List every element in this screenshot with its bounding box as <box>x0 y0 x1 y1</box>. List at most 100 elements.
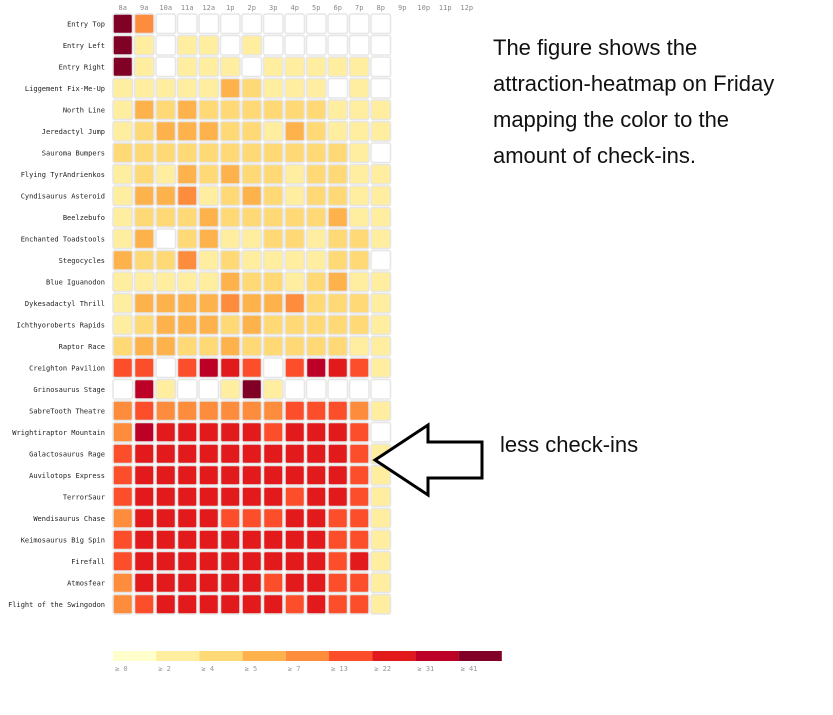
heatmap-cell <box>155 249 177 271</box>
heatmap-cell <box>327 378 349 400</box>
heatmap-cell <box>112 292 134 314</box>
heatmap-cell <box>133 529 155 551</box>
heatmap-cell <box>176 206 198 228</box>
heatmap-cell <box>219 120 241 142</box>
heatmap-cell <box>262 507 284 529</box>
heatmap-cell <box>284 99 306 121</box>
row-label: Creighton Pavilion <box>29 364 105 372</box>
heatmap-cell <box>348 421 370 443</box>
heatmap-cell <box>370 314 392 336</box>
heatmap-cell <box>370 593 392 615</box>
heatmap-cell <box>155 357 177 379</box>
heatmap-cell <box>348 464 370 486</box>
heatmap-cell <box>241 421 263 443</box>
heatmap-cell <box>327 550 349 572</box>
heatmap-cell <box>327 314 349 336</box>
heatmap-cell <box>133 99 155 121</box>
heatmap-cell <box>219 421 241 443</box>
row-label: Sauroma Bumpers <box>42 149 105 157</box>
heatmap-cell <box>133 271 155 293</box>
heatmap-cell <box>262 271 284 293</box>
heatmap-cell <box>219 292 241 314</box>
heatmap-cell <box>219 593 241 615</box>
heatmap-cell <box>284 335 306 357</box>
row-label: Raptor Race <box>59 343 105 351</box>
heatmap-cell <box>284 206 306 228</box>
heatmap-cell <box>327 77 349 99</box>
heatmap-cell <box>348 357 370 379</box>
heatmap-cell <box>305 206 327 228</box>
row-label: North Line <box>63 106 105 114</box>
heatmap-cells <box>112 13 392 615</box>
heatmap-cell <box>133 378 155 400</box>
arrow-label: less check-ins <box>500 432 639 457</box>
heatmap-cell <box>262 421 284 443</box>
heatmap-cell <box>155 34 177 56</box>
heatmap-cell <box>348 77 370 99</box>
heatmap-cell <box>327 421 349 443</box>
heatmap-cell <box>305 249 327 271</box>
heatmap-cell <box>348 206 370 228</box>
heatmap-cell <box>327 443 349 465</box>
row-label: Firefall <box>71 558 105 566</box>
heatmap-cell <box>305 314 327 336</box>
heatmap-cell <box>112 486 134 508</box>
heatmap-cell <box>133 314 155 336</box>
heatmap-cell <box>348 56 370 78</box>
heatmap-cell <box>370 271 392 293</box>
heatmap-cell <box>112 572 134 594</box>
heatmap-cell <box>305 335 327 357</box>
heatmap-cell <box>370 357 392 379</box>
column-label: 5p <box>312 4 320 12</box>
heatmap-cell <box>133 421 155 443</box>
heatmap-cell <box>284 34 306 56</box>
heatmap-cell <box>348 185 370 207</box>
row-label: Wendisaurus Chase <box>33 515 105 523</box>
heatmap-cell <box>133 249 155 271</box>
heatmap-cell <box>112 185 134 207</box>
heatmap-cell <box>155 507 177 529</box>
heatmap-cell <box>198 271 220 293</box>
heatmap-cell <box>198 357 220 379</box>
heatmap-cell <box>284 443 306 465</box>
heatmap-cell <box>219 99 241 121</box>
heatmap-cell <box>112 314 134 336</box>
column-label: 11p <box>439 4 452 12</box>
column-label: 6p <box>334 4 342 12</box>
heatmap-cell <box>370 572 392 594</box>
heatmap-cell <box>155 314 177 336</box>
heatmap-cell <box>176 400 198 422</box>
heatmap-cell <box>348 249 370 271</box>
heatmap-cell <box>155 206 177 228</box>
heatmap-cell <box>133 13 155 35</box>
heatmap-cell <box>155 443 177 465</box>
row-label: Liggement Fix-Me-Up <box>25 85 105 93</box>
heatmap-cell <box>176 56 198 78</box>
heatmap-cell <box>155 163 177 185</box>
column-label: 12a <box>202 4 215 12</box>
heatmap-cell <box>198 507 220 529</box>
heatmap-cell <box>262 249 284 271</box>
heatmap-cell <box>176 120 198 142</box>
heatmap-cell <box>348 378 370 400</box>
heatmap-cell <box>219 142 241 164</box>
heatmap-cell <box>262 120 284 142</box>
heatmap-cell <box>284 56 306 78</box>
heatmap-cell <box>305 400 327 422</box>
heatmap-cell <box>370 378 392 400</box>
heatmap-cell <box>348 292 370 314</box>
heatmap-cell <box>112 529 134 551</box>
heatmap-cell <box>305 142 327 164</box>
heatmap-cell <box>176 185 198 207</box>
heatmap-cell <box>155 335 177 357</box>
heatmap-cell <box>348 142 370 164</box>
heatmap-cell <box>262 163 284 185</box>
heatmap-cell <box>348 34 370 56</box>
heatmap-cell <box>370 142 392 164</box>
heatmap-cell <box>284 228 306 250</box>
heatmap-cell <box>176 443 198 465</box>
heatmap-cell <box>370 77 392 99</box>
heatmap-cell <box>241 593 263 615</box>
heatmap-cell <box>370 228 392 250</box>
heatmap-cell <box>284 421 306 443</box>
